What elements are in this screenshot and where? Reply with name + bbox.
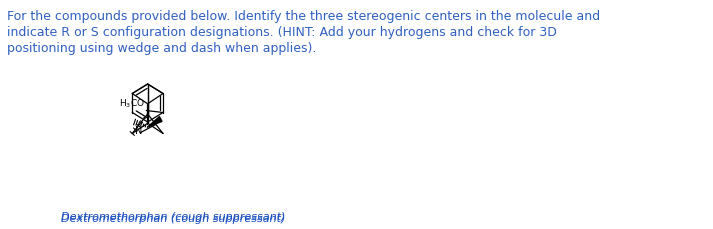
Text: positioning using wedge and dash when applies).: positioning using wedge and dash when ap… bbox=[7, 42, 317, 55]
Text: For the compounds provided below. Identify the three stereogenic centers in the : For the compounds provided below. Identi… bbox=[7, 10, 600, 23]
Text: Dextromethorphan (cough suppressant): Dextromethorphan (cough suppressant) bbox=[61, 214, 285, 224]
Text: indicate R or S configuration designations. (HINT: Add your hydrogens and check : indicate R or S configuration designatio… bbox=[7, 26, 558, 39]
Text: N: N bbox=[135, 126, 143, 136]
Polygon shape bbox=[148, 117, 162, 127]
Text: H$_3$CO: H$_3$CO bbox=[119, 97, 145, 109]
Text: Dextromethorphan (cough suppressant): Dextromethorphan (cough suppressant) bbox=[61, 212, 285, 222]
